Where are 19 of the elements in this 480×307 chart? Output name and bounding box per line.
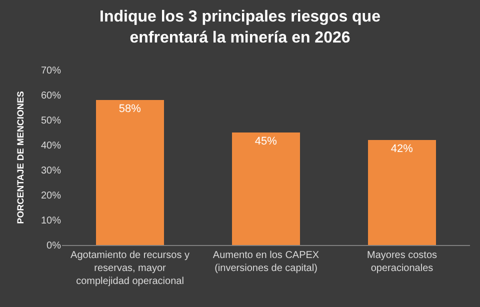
data-label: 58% [118, 103, 142, 115]
bar [368, 140, 436, 245]
y-tick-label: 60% [40, 90, 62, 102]
x-tick-label: Mayores costos operacionales [366, 250, 438, 274]
bar [96, 100, 164, 245]
x-tick-label: Agotamiento de recursos y reservas, mayor complejidad operacional [70, 250, 190, 287]
y-tick-label: 30% [40, 166, 62, 176]
x-tick-label: Aumento en los CAPEX (inversiones de capital) [212, 250, 320, 274]
y-tick-label: 20% [40, 190, 62, 202]
y-tick-label: 50% [40, 116, 62, 126]
y-axis-title: PORCENTAJE DE MENCIONES [15, 91, 26, 224]
y-tick-label: 0% [46, 240, 62, 252]
y-tick-label: 40% [40, 140, 62, 152]
y-tick-label: 10% [40, 216, 62, 226]
bar [232, 132, 300, 245]
chart-title: Indique los 3 principales riesgos que enfrentará la minería en 2026 [100, 8, 381, 46]
data-label: 42% [390, 143, 414, 155]
y-tick-label: 70% [40, 66, 62, 76]
data-label: 45% [254, 136, 278, 148]
